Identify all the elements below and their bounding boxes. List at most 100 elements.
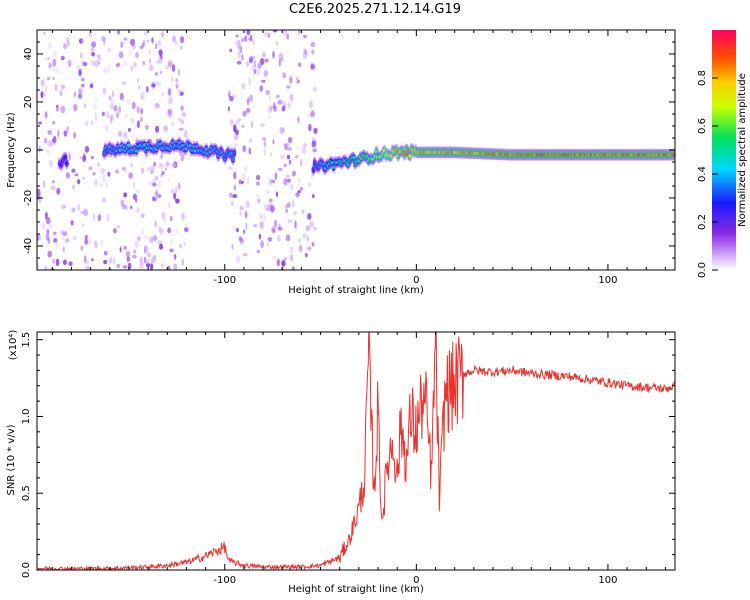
noise-point: [41, 80, 44, 84]
noise-point: [134, 125, 138, 131]
noise-point: [42, 180, 46, 188]
noise-point: [302, 143, 308, 147]
noise-point: [161, 31, 164, 38]
noise-point: [81, 222, 85, 228]
colorbar: 0.0 0.2 0.4 0.6 0.8 Normalized spectral ampl…: [697, 30, 748, 278]
noise-point: [169, 248, 174, 253]
noise-point: [115, 169, 119, 174]
noise-point: [158, 49, 163, 56]
noise-point: [53, 238, 58, 243]
noise-point: [74, 173, 79, 177]
noise-point: [157, 40, 162, 47]
y-tick-label: 20: [23, 96, 34, 109]
noise-point: [174, 40, 179, 45]
noise-point: [285, 234, 291, 242]
noise-point: [170, 121, 175, 127]
snr-xlabel: Height of straight line (km): [288, 584, 424, 595]
noise-point: [289, 76, 293, 84]
noise-point: [133, 249, 137, 254]
noise-point: [43, 57, 48, 61]
y-tick-label: -20: [23, 190, 34, 206]
noise-point: [287, 219, 293, 224]
noise-point: [170, 77, 174, 82]
noise-point: [167, 88, 172, 96]
noise-point: [56, 241, 59, 249]
noise-point: [253, 60, 257, 69]
noise-point: [245, 61, 250, 68]
noise-point: [236, 228, 239, 233]
noise-point: [257, 198, 261, 204]
noise-point: [70, 220, 74, 226]
noise-point: [81, 39, 85, 46]
noise-point: [80, 210, 86, 215]
noise-point: [151, 37, 154, 44]
noise-point: [93, 103, 97, 110]
noise-point: [79, 156, 83, 160]
noise-point: [91, 41, 97, 48]
noise-point: [156, 59, 160, 64]
noise-point: [77, 179, 81, 185]
noise-point: [94, 112, 98, 121]
noise-point: [237, 50, 241, 58]
noise-point: [127, 172, 130, 177]
noise-point: [263, 69, 269, 77]
noise-point: [122, 265, 128, 269]
noise-point: [158, 57, 163, 65]
noise-point: [287, 102, 291, 109]
noise-point: [134, 240, 139, 249]
noise-point: [297, 62, 302, 67]
noise-point: [119, 92, 124, 101]
noise-point: [275, 260, 281, 266]
noise-point: [138, 84, 141, 91]
noise-point: [293, 211, 297, 215]
noise-point: [302, 189, 307, 194]
noise-point: [282, 30, 288, 36]
noise-point: [109, 257, 112, 264]
noise-point: [60, 204, 65, 210]
colorbar-tick-label: 0.2: [697, 214, 708, 230]
noise-point: [79, 52, 83, 59]
noise-point: [90, 156, 95, 159]
noise-point: [121, 204, 127, 210]
noise-point: [167, 60, 173, 68]
noise-point: [159, 162, 165, 170]
noise-point: [44, 265, 48, 270]
noise-point: [279, 126, 285, 135]
noise-point: [172, 63, 175, 71]
noise-point: [263, 203, 268, 210]
noise-point: [110, 117, 113, 124]
noise-point: [143, 31, 148, 36]
noise-point: [252, 39, 255, 46]
noise-point: [238, 179, 242, 185]
noise-point: [149, 236, 154, 244]
noise-point: [161, 263, 165, 268]
noise-point: [107, 171, 111, 177]
noise-point: [84, 120, 89, 126]
x-tick-label: 100: [598, 575, 617, 586]
noise-point: [106, 111, 110, 119]
colorbar-ticks: 0.0 0.2 0.4 0.6 0.8: [697, 70, 718, 278]
noise-point: [268, 178, 273, 186]
noise-point: [229, 118, 234, 126]
noise-point: [53, 231, 57, 235]
noise-point: [255, 174, 261, 181]
noise-point: [128, 172, 133, 179]
noise-point: [302, 233, 306, 239]
noise-point: [268, 95, 272, 102]
noise-point: [154, 191, 159, 197]
noise-point: [80, 245, 84, 251]
noise-point: [304, 48, 308, 56]
noise-point: [161, 212, 166, 220]
noise-point: [100, 167, 106, 175]
noise-point: [103, 250, 108, 256]
noise-point: [88, 166, 93, 171]
noise-point: [289, 93, 294, 102]
x-tick-label: 0: [413, 275, 419, 286]
noise-point: [135, 189, 141, 194]
noise-point: [38, 145, 41, 153]
noise-point: [37, 262, 40, 269]
noise-point: [127, 99, 131, 105]
noise-point: [302, 51, 308, 60]
noise-point: [116, 263, 120, 268]
noise-point: [133, 62, 137, 68]
